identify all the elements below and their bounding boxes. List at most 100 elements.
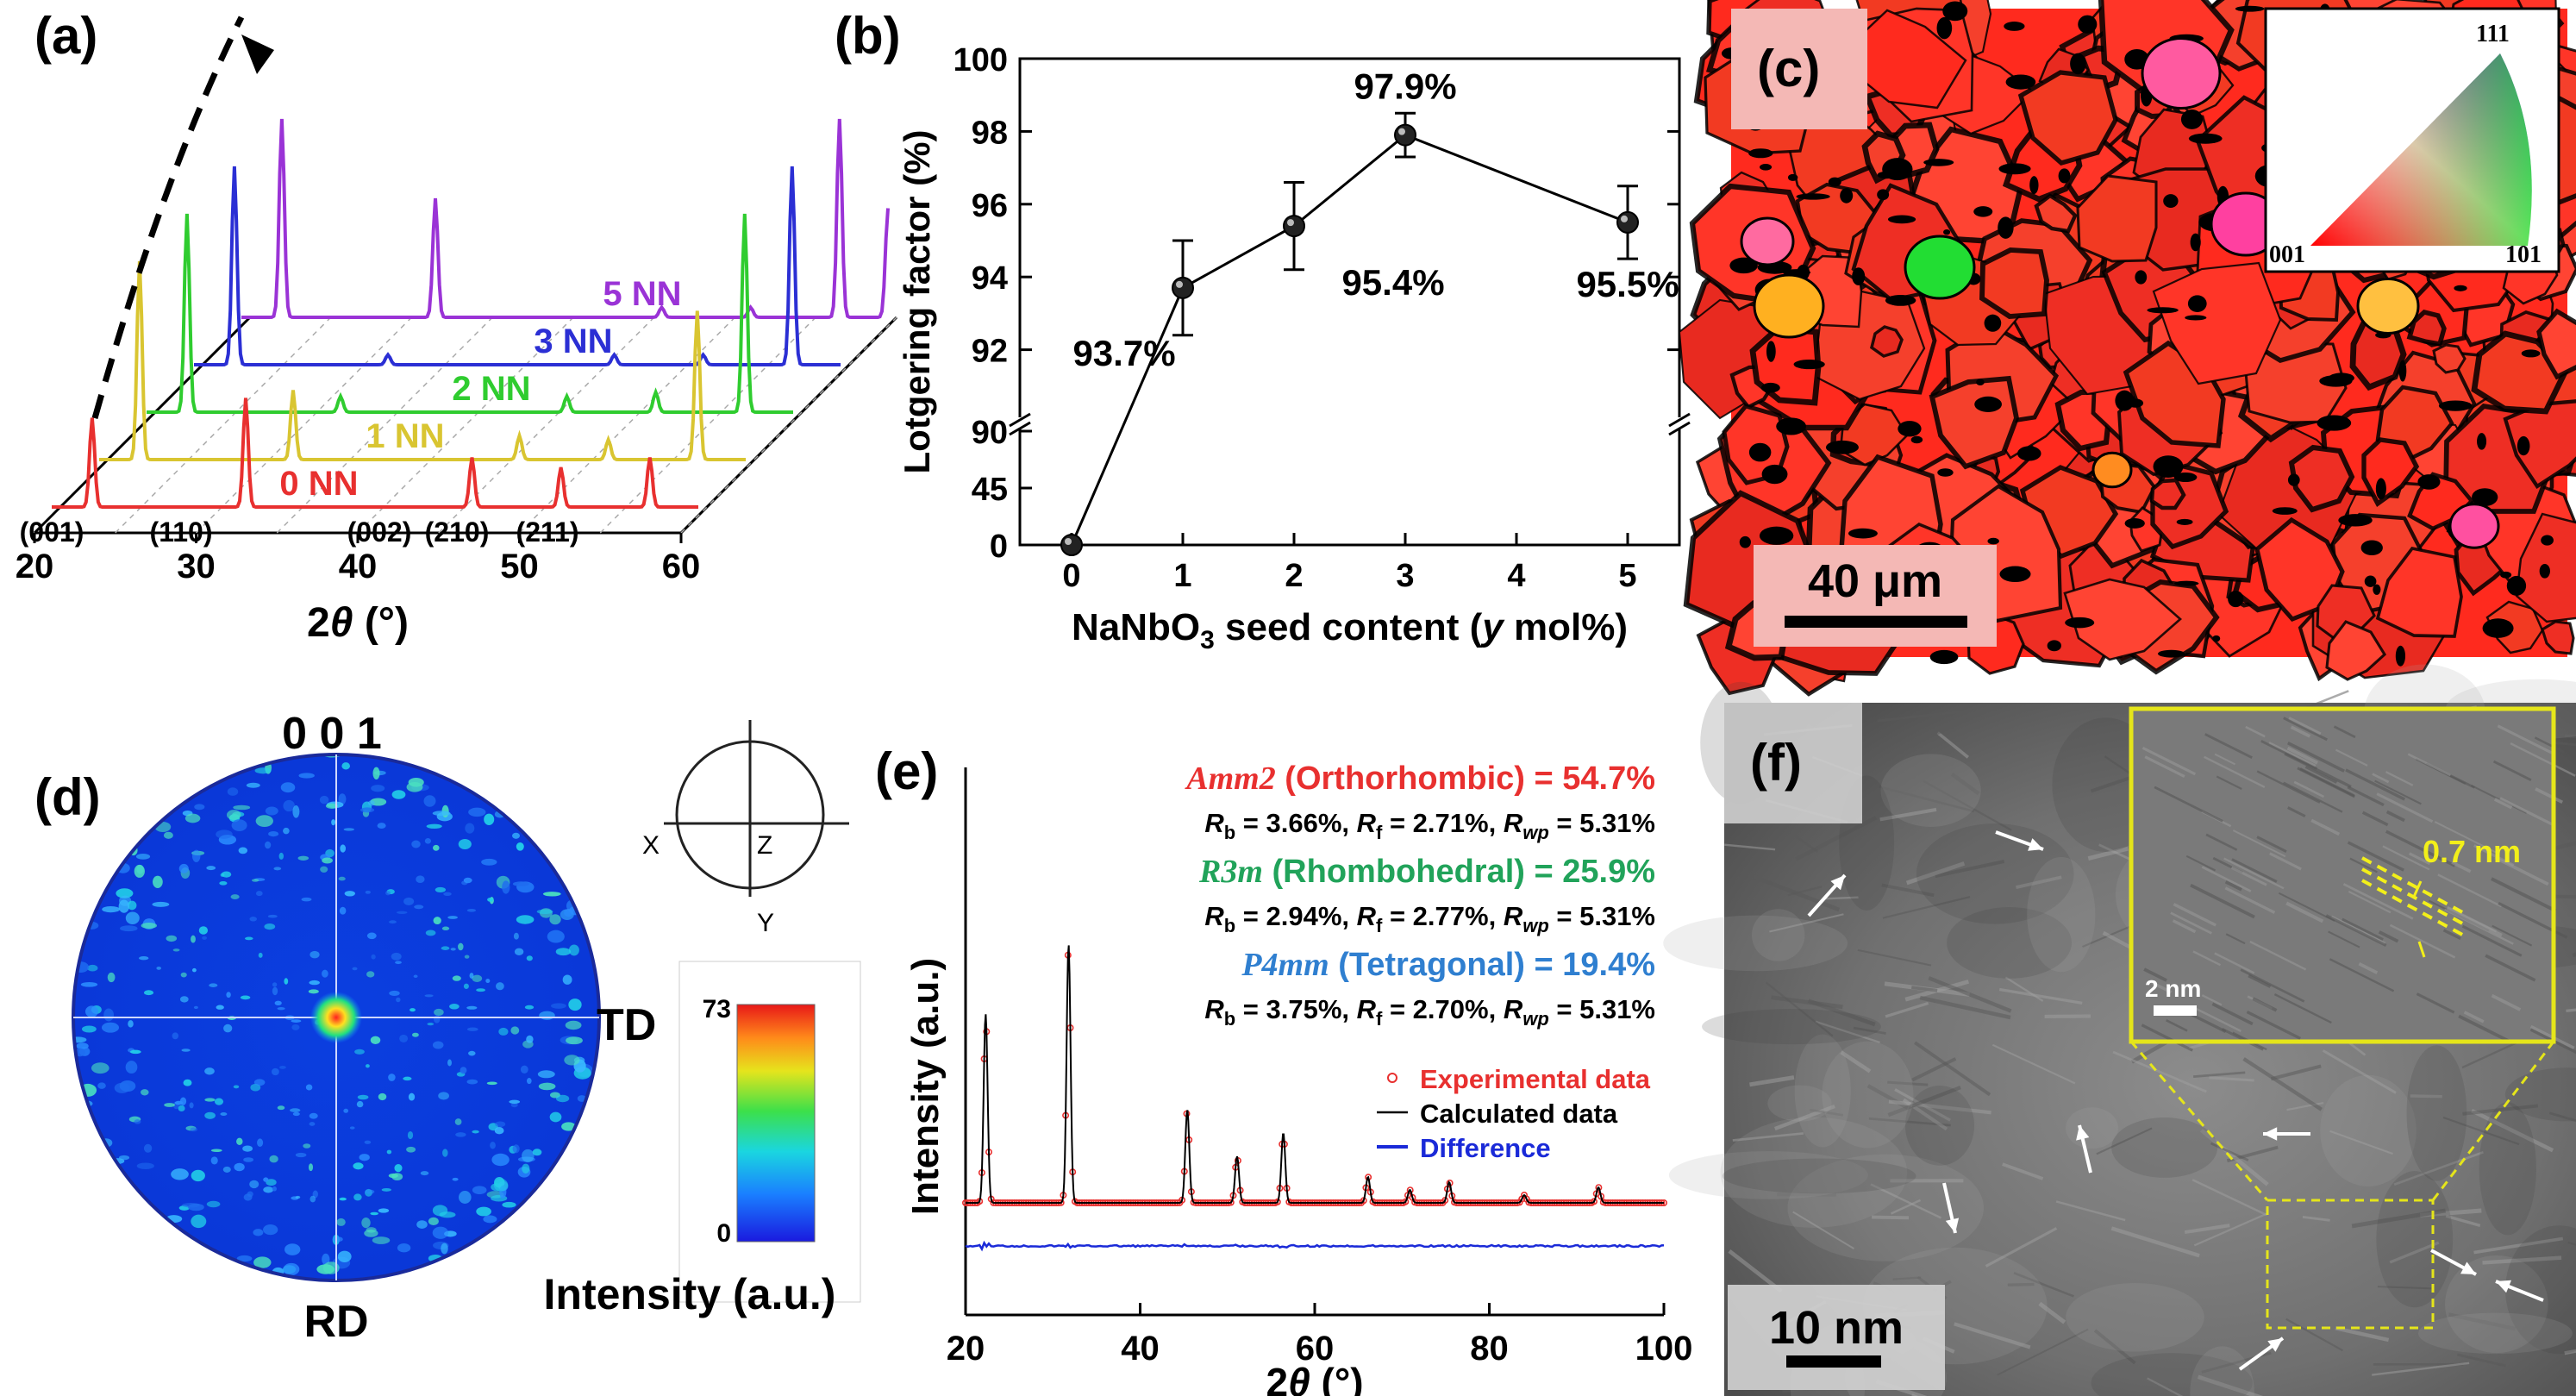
tem-inset-fringe (2286, 741, 2345, 773)
ebsd-pore (2541, 535, 2554, 546)
tem-fringe (1857, 948, 1932, 967)
b-point-highlight (1287, 219, 1294, 227)
tem-inset-fringe (2248, 973, 2272, 988)
ipf-triangle-green (2310, 53, 2532, 246)
e-diff-line (965, 1240, 1665, 1252)
pole-speckle (73, 1036, 87, 1043)
e-legend-label: Difference (1420, 1133, 1551, 1163)
e-phase-r-values: Rb = 3.75%, Rf = 2.70%, Rwp = 5.31% (1204, 994, 1655, 1030)
tem-fringe (2055, 1200, 2126, 1222)
tem-inset-fringe (2166, 1019, 2188, 1032)
tem-fringe (2302, 1215, 2330, 1222)
pole-speckle (377, 823, 386, 829)
pole-speckle (309, 1112, 318, 1119)
ebsd-pore (2070, 53, 2086, 75)
pole-speckle (107, 972, 116, 983)
pole-speckle (512, 832, 520, 839)
tem-inset-fringe (2382, 845, 2430, 871)
tem-inset-fringe (2297, 767, 2356, 798)
pole-speckle (292, 805, 300, 818)
tem-inset-fringe (2287, 806, 2306, 817)
ebsd-pore (2454, 285, 2467, 291)
tem-inset-fringe (2245, 725, 2266, 738)
e-phase-title: P4mm (Tetragonal) = 19.4% (1241, 947, 1655, 983)
ebsd-grain (2406, 310, 2447, 347)
a-xtick-label: 50 (500, 548, 539, 585)
pole-speckle (234, 1162, 245, 1172)
pole-speckle (227, 787, 239, 796)
tem-inset-fringe (2463, 1011, 2485, 1024)
pole-speckle (255, 891, 263, 897)
pole-speckle (156, 966, 162, 970)
tem-inset-fringe (2345, 768, 2406, 801)
pole-speckle (410, 1008, 416, 1012)
pole-speckle (407, 1130, 414, 1140)
pole-speckle (370, 1211, 379, 1216)
tem-inset-fringe (2329, 958, 2395, 992)
pole-speckle (472, 1130, 479, 1134)
pole-speckle (206, 1200, 221, 1208)
b-data-label: 95.4% (1341, 262, 1444, 303)
pole-speckle (372, 767, 380, 779)
pole-speckle (290, 1108, 301, 1112)
tem-fringe (2410, 1094, 2442, 1099)
pole-speckle (403, 1076, 412, 1081)
tem-blob (2479, 1102, 2536, 1236)
spacing-arrow-up (2412, 880, 2423, 898)
tem-fringe (2193, 1212, 2267, 1247)
tem-inset-fringe (2372, 773, 2390, 784)
b-ytick-label: 90 (972, 415, 1008, 451)
e-calc-line (966, 945, 1664, 1204)
pole-speckle (438, 1092, 449, 1100)
pole-speckle (283, 799, 295, 812)
pole-speckle (246, 782, 260, 788)
tem-fringe (1769, 913, 1844, 933)
pole-speckle (204, 1111, 216, 1119)
pole-speckle (372, 1236, 391, 1244)
tem-fringe (1749, 1075, 1795, 1087)
tem-fringe (2473, 1236, 2564, 1255)
pole-speckle (343, 1108, 349, 1113)
ebsd-pore (2329, 372, 2354, 384)
pole-speckle (516, 915, 535, 924)
pole-speckle (524, 1005, 535, 1010)
pole-speckle (283, 827, 290, 835)
tem-fringe (1765, 981, 1834, 1037)
tem-inset-fringe (2192, 950, 2222, 967)
e-legend-label: Calculated data (1420, 1099, 1618, 1129)
ebsd-grain (2076, 174, 2158, 263)
tem-fringe (2197, 1374, 2264, 1396)
tem-fringe (1997, 1328, 2089, 1376)
tem-blob (1722, 1158, 1916, 1194)
pole-speckle (527, 1078, 532, 1085)
tem-fringe (1882, 896, 1971, 919)
pole-speckle (359, 1154, 370, 1161)
ebsd-pore (2058, 168, 2071, 184)
tem-blob (2406, 1045, 2467, 1181)
ebsd-pore (2004, 22, 2025, 31)
tem-fringe (1853, 1026, 1886, 1035)
tem-blob (2418, 1312, 2573, 1355)
tem-fringe (1905, 716, 1973, 748)
tem-fringe (1879, 807, 1937, 822)
pole-speckle (442, 1149, 448, 1157)
tem-inset-fringe (2304, 765, 2338, 784)
tem-fringe (2322, 1049, 2397, 1094)
pole-speckle (423, 795, 436, 807)
tem-inset-fringe (2374, 779, 2422, 805)
tem-inset-fringe (2211, 1002, 2254, 1026)
pole-speckle (495, 1121, 506, 1128)
ebsd-pore (1937, 468, 1954, 477)
ebsd-pore (1796, 193, 1830, 200)
tem-fringe (1950, 772, 1980, 796)
pole-speckle (163, 831, 173, 839)
pole-speckle (230, 894, 240, 900)
pole-speckle (542, 892, 561, 897)
pole-speckle (263, 1186, 274, 1193)
b-xlabel: NaNbO3 seed content (y mol%) (1072, 606, 1628, 654)
tem-inset-fringe (2143, 967, 2167, 982)
ebsd-pore (2375, 478, 2386, 500)
tem-fringe (2564, 734, 2576, 739)
pole-speckle (493, 1178, 509, 1192)
ebsd-pore (2187, 295, 2207, 312)
